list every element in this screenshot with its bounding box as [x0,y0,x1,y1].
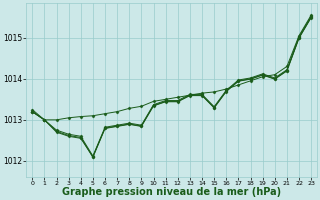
X-axis label: Graphe pression niveau de la mer (hPa): Graphe pression niveau de la mer (hPa) [62,187,281,197]
